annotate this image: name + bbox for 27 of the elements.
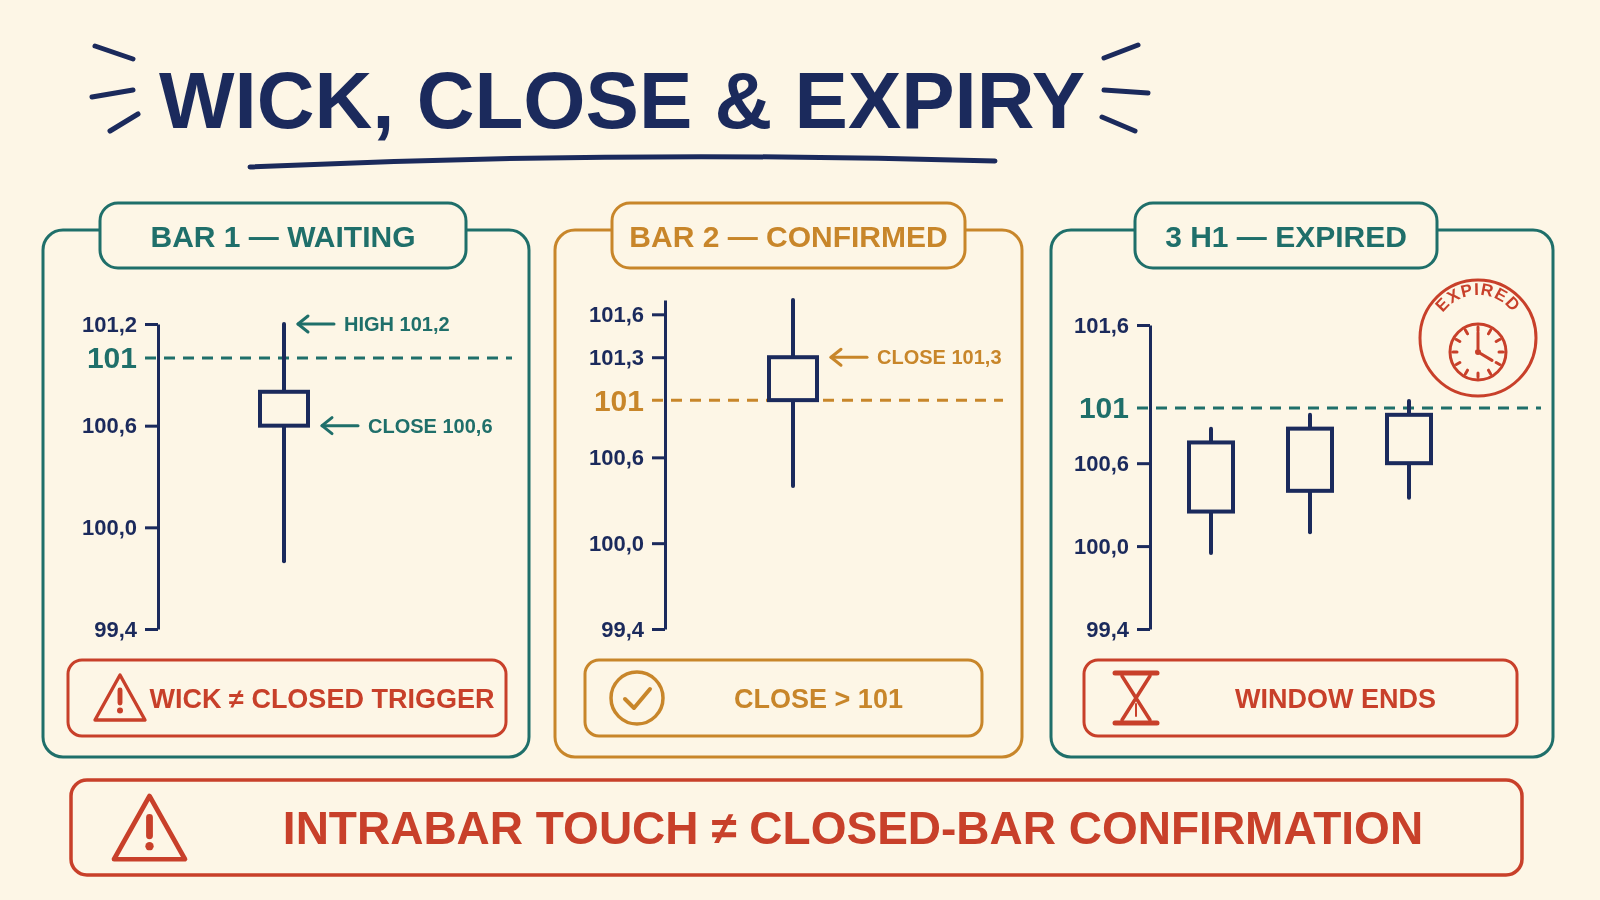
y-tick-label: 99,4: [1086, 616, 1130, 642]
annotation: CLOSE 100,6: [368, 414, 493, 437]
text: INTRABAR TOUCH ≠ CLOSED-BAR CONFIRMATION: [282, 802, 1424, 854]
y-tick-label: 100,6: [1073, 450, 1129, 476]
y-tick-label: 100,0: [1073, 533, 1129, 559]
text: WICK, CLOSE & EXPIRY: [158, 56, 1086, 145]
annotation: HIGH 101,2: [344, 313, 450, 336]
y-tick-label: 101,2: [81, 311, 137, 337]
chart-title: BAR 2 — CONFIRMED: [629, 219, 948, 253]
y-tick-label: 100,6: [81, 413, 137, 439]
y-tick-label: 101,3: [588, 344, 644, 370]
y-tick-label: 100,6: [588, 444, 644, 470]
annotation: CLOSE 101,3: [877, 346, 1002, 369]
text: WICK ≠ CLOSED TRIGGER: [149, 684, 495, 714]
text: CLOSE > 101: [734, 684, 903, 714]
text: WINDOW ENDS: [1235, 684, 1436, 714]
y-tick-label: 101,6: [588, 301, 644, 327]
ref-line-label: 101: [1078, 391, 1129, 425]
y-tick-label: 101,6: [1073, 312, 1129, 338]
y-tick-label: 100,0: [588, 530, 644, 556]
ref-line-label: 101: [593, 383, 644, 417]
y-tick-label: 99,4: [94, 616, 138, 642]
chart-title: 3 H1 — EXPIRED: [1165, 219, 1407, 253]
y-tick-label: 99,4: [601, 616, 645, 642]
chart-title: BAR 1 — WAITING: [150, 219, 416, 253]
ref-line-label: 101: [86, 341, 137, 375]
y-tick-label: 100,0: [81, 514, 137, 540]
